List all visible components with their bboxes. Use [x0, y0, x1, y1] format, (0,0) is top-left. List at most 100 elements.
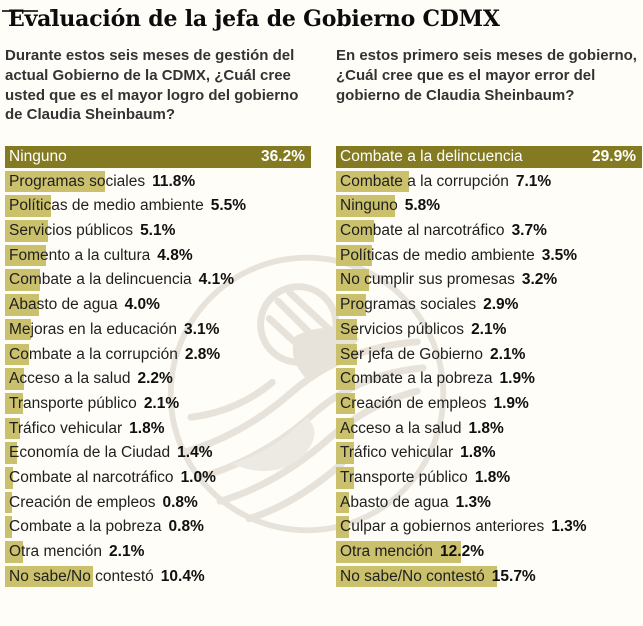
bar	[5, 466, 14, 489]
bar-label: Otra mención	[340, 543, 434, 560]
bar-value: 1.3%	[455, 493, 491, 511]
bar	[5, 220, 49, 242]
bar-row: Combate a la delincuencia 4.1%	[5, 269, 311, 292]
bar	[5, 170, 105, 193]
bar-row: Tráfico vehicular 1.8%	[5, 417, 311, 440]
bar-row: Políticas de medio ambiente 5.5%	[5, 195, 311, 217]
bar-label: Abasto de agua	[9, 296, 118, 314]
bar-label: Combate a la pobreza	[340, 370, 493, 388]
bar-label: Servicios públicos	[340, 320, 465, 338]
bar-value: 1.8%	[129, 419, 165, 437]
bar-value: 1.8%	[474, 468, 511, 486]
bar-label: Combate a la corrupción	[340, 172, 509, 190]
bar	[336, 220, 374, 242]
bar-value: 2.1%	[143, 394, 180, 412]
bar-value: 2.1%	[109, 543, 145, 560]
bar-value: 4.1%	[198, 271, 235, 289]
bar-label: No cumplir sus promesas	[340, 271, 515, 289]
bar-label: Transporte público	[9, 394, 137, 412]
bar-value: 12.2%	[440, 543, 484, 560]
bar	[5, 343, 29, 366]
bar	[5, 368, 24, 390]
bar	[336, 195, 396, 217]
bar	[336, 170, 409, 193]
bar	[5, 516, 12, 538]
bar-row: Transporte público 2.1%	[5, 392, 311, 415]
bar-row: Combate al narcotráfico 3.7%	[336, 220, 642, 242]
bar-label: Ninguno	[340, 197, 398, 215]
bar-label: No sabe/No contestó	[340, 567, 485, 585]
bar-label: Ser jefa de Gobierno	[340, 345, 484, 363]
bar-label: Otra mención	[9, 543, 103, 560]
bar-row: Combate al narcotráfico 1.0%	[5, 466, 311, 489]
bar-row: Programas sociales 11.8%	[5, 170, 311, 193]
bar-label: Abasto de agua	[340, 493, 449, 511]
bar-value: 0.8%	[162, 493, 198, 511]
bar-row: Combate a la pobreza 0.8%	[5, 516, 311, 538]
bar-row: Creación de empleos 1.9%	[336, 392, 642, 415]
bar-row: Programas sociales 2.9%	[336, 294, 642, 316]
bar-row: Abasto de agua 4.0%	[5, 294, 311, 316]
bar-row: Transporte público 1.8%	[336, 466, 642, 489]
bar-label: Combate a la delincuencia	[9, 271, 192, 289]
bar-value: 1.8%	[460, 444, 496, 462]
bar-value: 15.7%	[491, 567, 536, 585]
bar-value: 7.1%	[515, 172, 552, 190]
charts-container: Durante estos seis meses de gestión del …	[0, 46, 643, 588]
bar-row: Otra mención 2.1%	[5, 541, 311, 563]
bar-value: 3.1%	[184, 320, 220, 338]
bar-value: 4.0%	[124, 296, 160, 314]
bar-value: 0.8%	[168, 518, 204, 536]
chart-logros: Durante estos seis meses de gestión del …	[5, 46, 311, 588]
chart-question-error: En estos primero seis meses de gobierno,…	[336, 47, 637, 104]
bar-label: Combate al narcotráfico	[9, 468, 174, 486]
bar-value: 2.9%	[483, 296, 519, 314]
bar-value: 2.2%	[137, 370, 173, 388]
bar-label: Programas sociales	[9, 172, 146, 190]
bar	[5, 541, 23, 563]
bar-row: Acceso a la salud 1.8%	[336, 417, 642, 440]
bar-row: Economía de la Ciudad 1.4%	[5, 442, 311, 464]
bar-row: Acceso a la salud 2.2%	[5, 368, 311, 390]
bar	[5, 146, 311, 168]
bar	[5, 244, 46, 267]
bar	[5, 392, 23, 415]
bar-row: Ser jefa de Gobierno 2.1%	[336, 343, 642, 366]
bar-value: 5.1%	[140, 222, 176, 240]
bar-row: Políticas de medio ambiente 3.5%	[336, 244, 642, 267]
bar-label: Combate al narcotráfico	[340, 222, 505, 240]
bar-row: Culpar a gobiernos anteriores 1.3%	[336, 516, 642, 538]
bar-row: Fomento a la cultura 4.8%	[5, 244, 311, 267]
bar-value: 3.7%	[511, 222, 547, 240]
bar-label: Culpar a gobiernos anteriores	[340, 518, 545, 536]
bar-row: Servicios públicos 2.1%	[336, 318, 642, 341]
bar-label: Economía de la Ciudad	[9, 444, 171, 462]
bar-row: Tráfico vehicular 1.8%	[336, 442, 642, 464]
bar-row: Ninguno 36.2%	[5, 146, 311, 168]
bar	[5, 294, 39, 316]
bar-label: Servicios públicos	[9, 222, 134, 240]
bar-label: Transporte público	[340, 468, 468, 486]
bar-value: 1.8%	[468, 419, 504, 437]
bar-label: Fomento a la cultura	[9, 246, 151, 264]
bar-rows: Ninguno 36.2% Programas sociales 11.8% Polít…	[5, 146, 311, 588]
bar-value: 1.4%	[177, 444, 213, 462]
bar	[5, 442, 17, 464]
bar-value: 29.9%	[592, 148, 636, 165]
bar-label: Combate a la corrupción	[9, 345, 178, 363]
bar-value: 1.3%	[551, 518, 587, 536]
bar-label: Tráfico vehicular	[9, 419, 123, 437]
bar-label: Tráfico vehicular	[340, 444, 454, 462]
bar	[336, 541, 461, 563]
chart-question-logro: Durante estos seis meses de gestión del …	[5, 47, 299, 124]
bar	[5, 195, 52, 217]
bar-label: No sabe/No contestó	[9, 567, 154, 585]
bar	[5, 565, 93, 588]
bar-value: 11.8%	[152, 172, 196, 190]
bar-rows: Combate a la delincuencia 29.9% Combate a …	[336, 146, 642, 588]
crop-artifact-dash	[50, 9, 56, 12]
bar	[5, 318, 32, 341]
bar-value: 4.8%	[157, 246, 193, 264]
bar-row: Creación de empleos 0.8%	[5, 491, 311, 514]
bar-value: 2.1%	[471, 320, 507, 338]
